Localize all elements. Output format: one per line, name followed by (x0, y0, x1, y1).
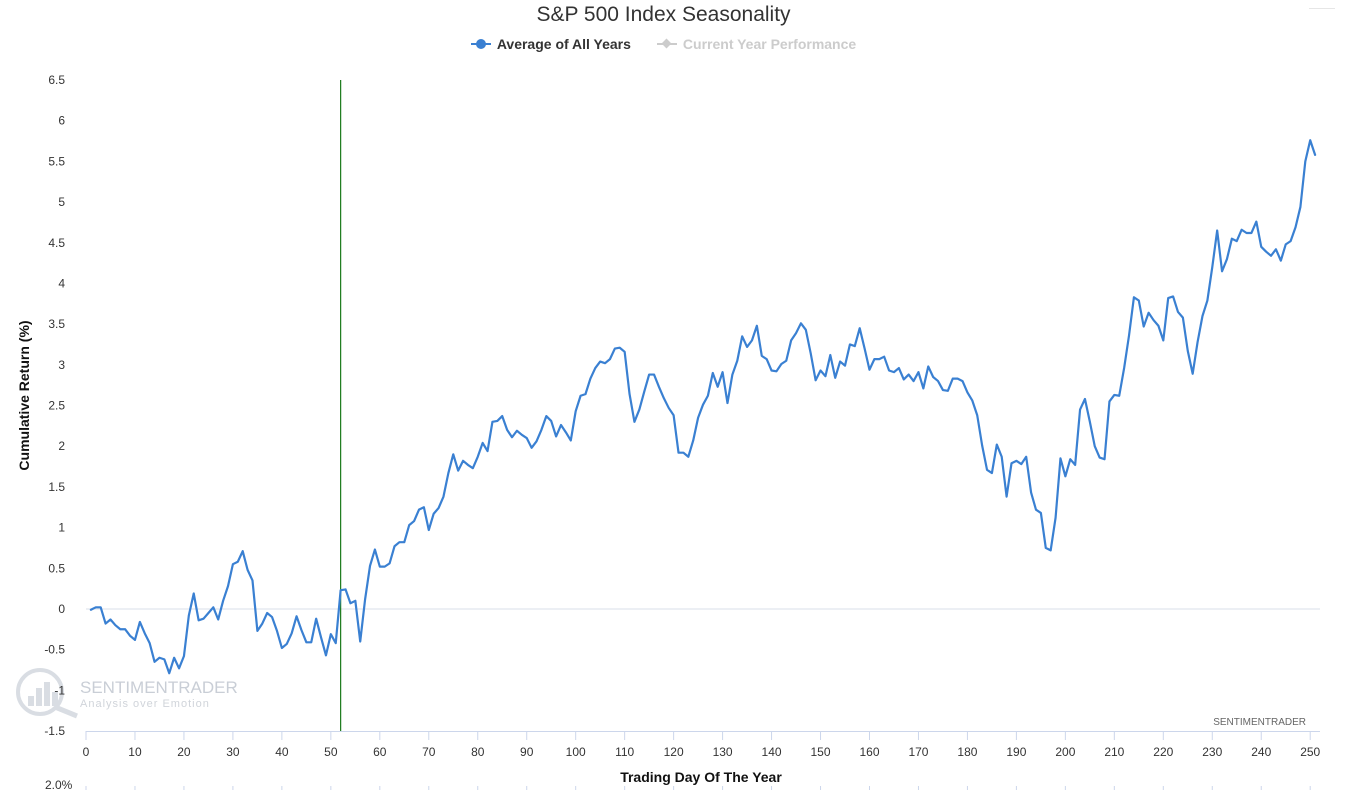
legend-circle-icon (470, 38, 491, 50)
y-tick-label: 0.5 (48, 561, 65, 575)
watermark-tagline: Analysis over Emotion (80, 698, 210, 710)
x-tick-label: 130 (713, 745, 733, 759)
legend-label-current-year: Current Year Performance (682, 36, 857, 52)
axis-titles: Trading Day Of The Year Cumulative Return… (16, 320, 1306, 785)
y-axis: -1.5 -1 -0.5 0 0.5 1 1.5 2 2.5 3 3.5 4 4.5 5 5.5 6 6.5 (44, 73, 65, 738)
chart-menu-button[interactable] (1309, 8, 1335, 17)
y-tick-label: 3 (58, 358, 65, 372)
y-tick-label: 0 (58, 602, 65, 616)
watermark-bar (44, 682, 50, 706)
y-tick-label: 6 (58, 114, 65, 128)
x-tick-label: 0 (83, 745, 90, 759)
x-tick-label: 190 (1006, 745, 1026, 759)
y-tick-label: -1 (54, 683, 65, 697)
x-tick-label: 30 (226, 745, 240, 759)
series-average[interactable] (89, 139, 1317, 675)
x-tick-label: 210 (1104, 745, 1124, 759)
x-tick-label: 100 (566, 745, 586, 759)
x-tick-label: 20 (177, 745, 191, 759)
x-tick-label: 240 (1251, 745, 1271, 759)
x-tick-label: 140 (762, 745, 782, 759)
x-axis-title: Trading Day Of The Year (620, 769, 782, 785)
y-tick-label: 1 (58, 521, 65, 535)
x-axis: 0 10 20 30 40 50 60 70 80 90 100 110 120 130 140 150 160… (83, 731, 1321, 790)
y-tick-label: -0.5 (44, 643, 65, 657)
chart-title: S&P 500 Index Seasonality (536, 3, 791, 26)
x-tick-label: 90 (520, 745, 534, 759)
x-tick-label: 120 (664, 745, 684, 759)
x-tick-label: 110 (615, 745, 634, 759)
x-tick-label: 150 (811, 745, 831, 759)
y-tick-label: 2 (58, 439, 65, 453)
y-tick-label: 4 (58, 276, 65, 290)
x-tick-label: 40 (275, 745, 289, 759)
credit-label: SENTIMENTRADER (1213, 717, 1306, 728)
legend-label-average: Average of All Years (496, 36, 631, 52)
x-tick-label: 50 (324, 745, 338, 759)
watermark-brand: SENTIMENTRADER (80, 678, 238, 697)
next-chart-axis-label: 2.0% (45, 778, 73, 792)
x-tick-label: 10 (128, 745, 142, 759)
legend: Average of All Years Current Year Perfor… (0, 36, 1327, 52)
x-tick-label: 80 (471, 745, 485, 759)
watermark-handle (54, 704, 78, 719)
watermark-bar (28, 696, 34, 706)
x-tick-label: 230 (1202, 745, 1222, 759)
y-tick-label: -1.5 (44, 724, 65, 738)
legend-item-current-year[interactable]: Current Year Performance (656, 36, 857, 52)
y-tick-label: 2.5 (48, 399, 65, 413)
watermark-bar (52, 692, 58, 706)
legend-diamond-icon (656, 38, 677, 50)
y-tick-label: 1.5 (48, 480, 65, 494)
y-tick-label: 5 (58, 195, 65, 209)
legend-item-average[interactable]: Average of All Years (470, 36, 631, 52)
x-tick-label: 170 (908, 745, 928, 759)
x-tick-label: 250 (1300, 745, 1320, 759)
x-tick-label: 200 (1055, 745, 1075, 759)
y-tick-label: 3.5 (48, 317, 65, 331)
x-tick-label: 220 (1153, 745, 1173, 759)
y-tick-label: 4.5 (48, 236, 65, 250)
x-tick-label: 70 (422, 745, 436, 759)
y-axis-title: Cumulative Return (%) (16, 320, 32, 470)
watermark-logo-icon (16, 668, 78, 719)
y-tick-label: 6.5 (48, 73, 65, 87)
watermark-bar (36, 688, 42, 706)
y-tick-label: 5.5 (48, 154, 65, 168)
x-tick-label: 160 (859, 745, 879, 759)
watermark-ring (16, 668, 64, 716)
x-tick-label: 60 (373, 745, 387, 759)
series-line-average (89, 139, 1317, 675)
x-tick-label: 180 (957, 745, 977, 759)
